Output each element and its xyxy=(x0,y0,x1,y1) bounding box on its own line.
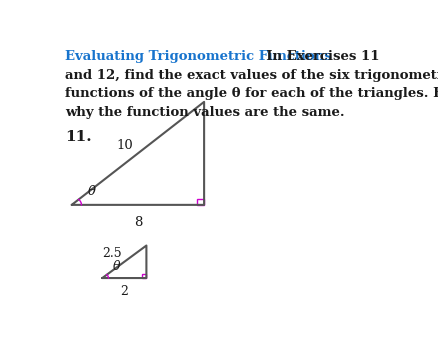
Text: θ: θ xyxy=(88,185,96,198)
Text: 11.: 11. xyxy=(65,130,92,144)
Text: functions of the angle θ for each of the triangles. Explain: functions of the angle θ for each of the… xyxy=(65,87,438,100)
Text: why the function values are the same.: why the function values are the same. xyxy=(65,106,345,119)
Text: 10: 10 xyxy=(117,139,134,152)
Bar xyxy=(141,274,146,278)
Bar xyxy=(197,199,204,205)
Text: 2: 2 xyxy=(120,285,128,298)
Text: θ: θ xyxy=(113,260,120,274)
Text: 8: 8 xyxy=(134,215,142,228)
Text: and 12, find the exact values of the six trigonometric: and 12, find the exact values of the six… xyxy=(65,69,438,82)
Text: 2.5: 2.5 xyxy=(102,247,122,260)
Text: In Exercises 11: In Exercises 11 xyxy=(257,50,379,63)
Text: Evaluating Trigonometric Functions: Evaluating Trigonometric Functions xyxy=(65,50,332,63)
